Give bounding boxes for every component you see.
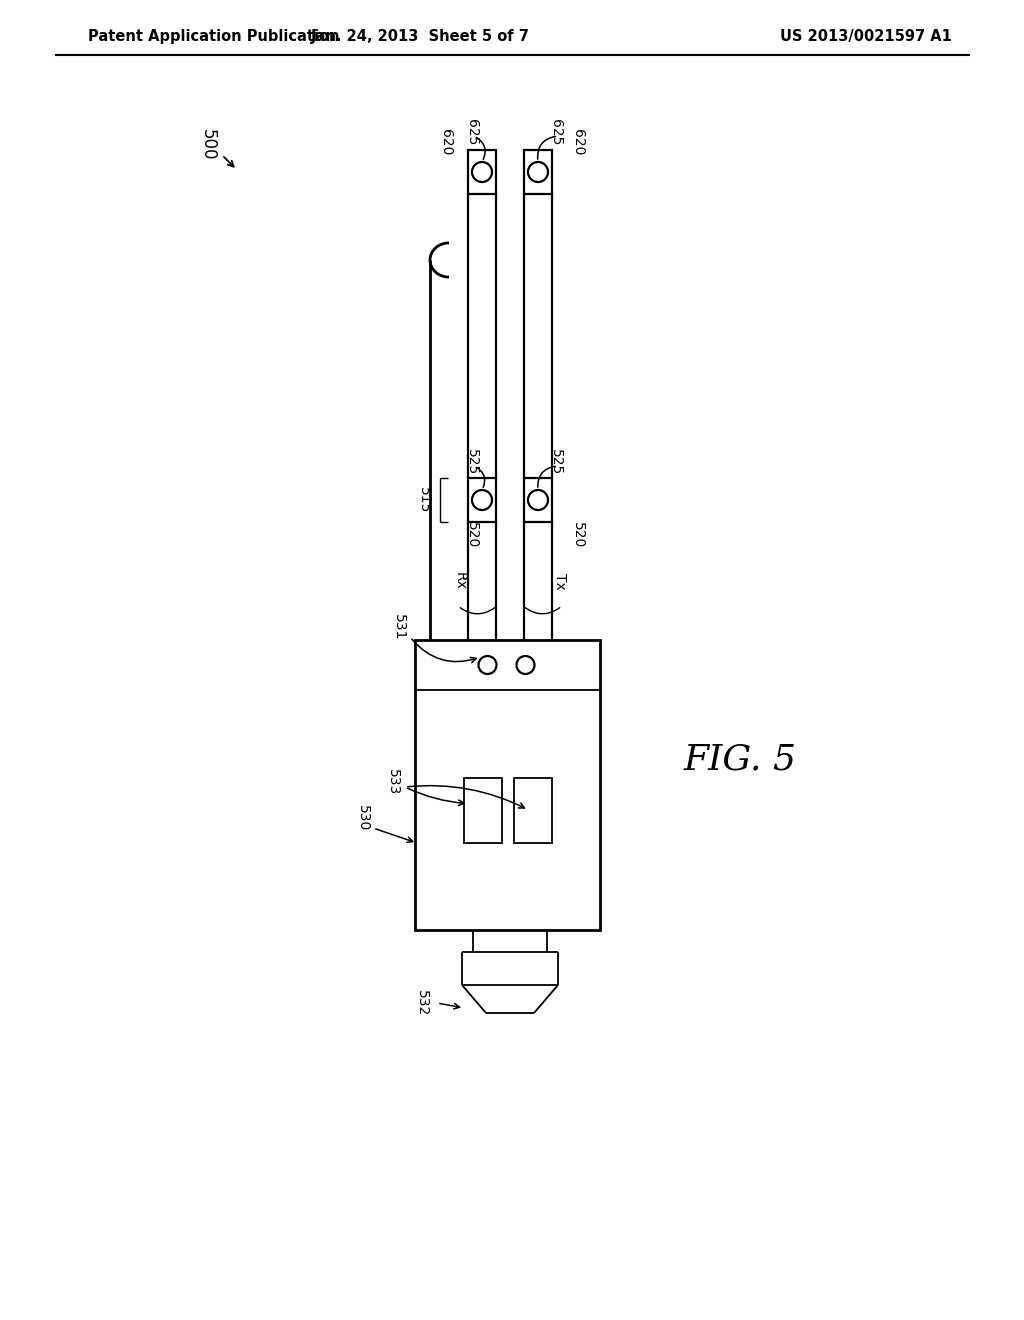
- Bar: [524, 150, 552, 194]
- Text: 525: 525: [465, 449, 479, 475]
- Bar: [513, 777, 552, 842]
- Circle shape: [472, 490, 492, 510]
- Text: 620: 620: [571, 129, 585, 156]
- Circle shape: [472, 162, 492, 182]
- Bar: [468, 150, 496, 194]
- Text: 532: 532: [415, 990, 429, 1016]
- Bar: [464, 777, 502, 842]
- Bar: [415, 640, 600, 931]
- Bar: [524, 478, 552, 521]
- Text: Jan. 24, 2013  Sheet 5 of 7: Jan. 24, 2013 Sheet 5 of 7: [310, 29, 529, 44]
- Text: 625: 625: [549, 119, 563, 145]
- Text: FIG. 5: FIG. 5: [683, 743, 797, 777]
- Text: 520: 520: [571, 521, 585, 548]
- Text: 525: 525: [549, 449, 563, 475]
- Circle shape: [528, 490, 548, 510]
- Text: 531: 531: [392, 614, 406, 640]
- Text: Tx: Tx: [553, 573, 567, 589]
- Text: 530: 530: [356, 805, 370, 832]
- Text: 500: 500: [199, 129, 217, 161]
- Circle shape: [516, 656, 535, 675]
- Text: US 2013/0021597 A1: US 2013/0021597 A1: [780, 29, 952, 44]
- Bar: [468, 478, 496, 521]
- Text: 520: 520: [465, 521, 479, 548]
- Text: Patent Application Publication: Patent Application Publication: [88, 29, 340, 44]
- Text: 620: 620: [439, 129, 453, 156]
- Circle shape: [528, 162, 548, 182]
- Circle shape: [478, 656, 497, 675]
- Text: 515: 515: [417, 487, 431, 513]
- Text: 533: 533: [386, 768, 400, 795]
- Text: Rx: Rx: [453, 572, 467, 590]
- Text: 625: 625: [465, 119, 479, 145]
